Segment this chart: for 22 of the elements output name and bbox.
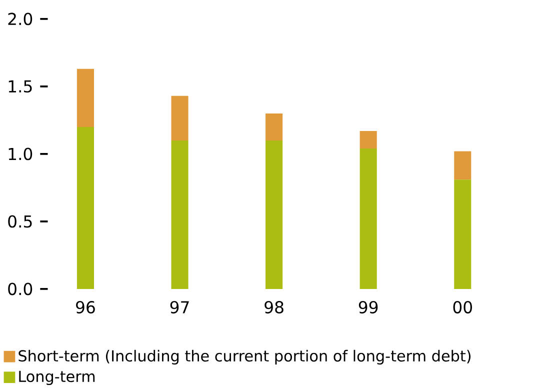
y-tick-label: 1.5 [8,80,32,92]
bar [360,148,377,289]
x-tick-label: 98 [264,300,284,314]
bar [266,113,283,140]
legend-label: Short-term (Including the current portion of long-term debt) [18,350,470,364]
bar [454,151,472,180]
x-tick-label: 00 [453,300,472,314]
bar [266,140,283,289]
y-tick-label: 0.0 [8,282,32,296]
y-tick-label: 0.5 [8,215,32,228]
bar [76,68,94,127]
bar [171,140,188,289]
x-tick-label: 99 [358,300,378,314]
bar [454,179,472,289]
legend-label: Long-term [19,370,95,385]
y-tick-label: 1.0 [8,148,32,160]
x-tick-label: 97 [170,300,189,314]
x-tick-label: 96 [76,300,95,314]
bar [76,126,94,289]
bar [360,130,377,148]
bar [171,96,188,140]
y-tick-label: 2.0 [8,12,32,26]
